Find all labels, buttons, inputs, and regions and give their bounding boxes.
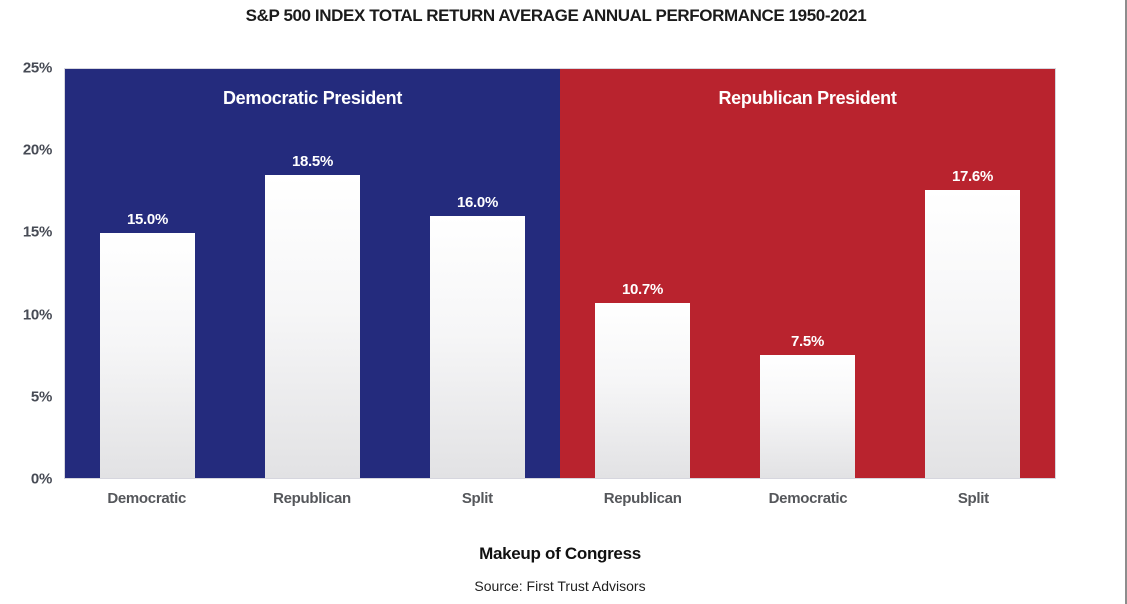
y-axis-tick-label: 15% <box>22 223 52 241</box>
bar-column: 10.7% <box>560 69 725 478</box>
x-axis-republican-group: Republican Democratic Split <box>560 490 1056 507</box>
x-axis-category-label: Split <box>957 490 989 507</box>
bar-column: 17.6% <box>890 69 1055 478</box>
y-axis: 25% 20% 15% 10% 5% 0% <box>0 60 52 488</box>
bar-value-label: 16.0% <box>456 194 499 212</box>
x-axis-category-label: Republican <box>273 490 351 507</box>
y-axis-tick-label: 25% <box>22 59 52 77</box>
y-axis-tick-label: 20% <box>22 141 52 159</box>
x-axis-category-label: Split <box>461 490 493 507</box>
window-edge-line <box>1125 0 1127 604</box>
x-axis-title: Makeup of Congress <box>479 544 641 563</box>
bar-split-congress <box>430 216 525 478</box>
republican-panel-header: Republican President <box>718 88 897 108</box>
bar-split-congress <box>925 190 1020 478</box>
plot-area: Democratic President 15.0% 18.5% 16.0% R… <box>64 68 1056 479</box>
democratic-president-panel: Democratic President 15.0% 18.5% 16.0% <box>65 69 560 478</box>
bar-column: 16.0% <box>395 69 560 478</box>
bar-value-label: 10.7% <box>621 280 664 298</box>
x-axis-democratic-group: Democratic Republican Split <box>64 490 560 507</box>
bar-value-label: 7.5% <box>791 333 824 351</box>
bar-value-label: 15.0% <box>126 210 169 228</box>
y-axis-tick-label: 10% <box>22 306 52 324</box>
source-note: Source: First Trust Advisors <box>474 578 646 594</box>
y-axis-tick-label: 5% <box>30 388 52 406</box>
bar-value-label: 18.5% <box>291 153 334 171</box>
x-axis-category-label: Republican <box>603 490 682 507</box>
bar-column: 15.0% <box>65 69 230 478</box>
bar-column: 7.5% <box>725 69 890 478</box>
bar-column: 18.5% <box>230 69 395 478</box>
bar-democratic-congress <box>100 232 195 478</box>
chart-title: S&P 500 INDEX TOTAL RETURN AVERAGE ANNUA… <box>245 6 867 25</box>
bar-democratic-congress <box>760 355 855 478</box>
y-axis-tick-label: 0% <box>30 470 52 488</box>
democratic-panel-header: Democratic President <box>222 88 403 108</box>
x-axis: Democratic Republican Split Republican D… <box>64 490 1056 507</box>
bar-republican-congress <box>595 302 690 478</box>
x-axis-category-label: Democratic <box>107 490 187 507</box>
bar-republican-congress <box>265 175 360 478</box>
bar-value-label: 17.6% <box>951 168 994 186</box>
republican-president-panel: Republican President 10.7% 7.5% 17.6% <box>560 69 1055 478</box>
x-axis-category-label: Democratic <box>768 490 848 507</box>
